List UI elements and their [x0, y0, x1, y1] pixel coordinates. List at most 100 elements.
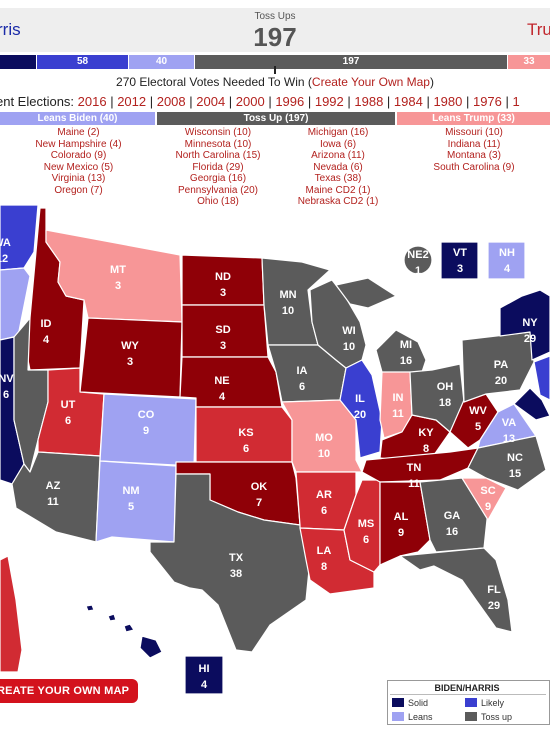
- state-ne2[interactable]: [403, 245, 433, 275]
- state-tx[interactable]: [149, 473, 311, 653]
- state-ev-hi: 4: [201, 679, 208, 691]
- create-your-own-map-button[interactable]: CREATE YOUR OWN MAP: [0, 679, 138, 703]
- state-ny[interactable]: [499, 289, 550, 361]
- state-list-item[interactable]: Texas (38): [314, 173, 362, 184]
- state-ev-ga: 16: [446, 526, 458, 538]
- state-list-item[interactable]: Iowa (6): [319, 138, 357, 150]
- state-list-item[interactable]: Georgia (16): [189, 173, 247, 184]
- bar-solid-biden: [0, 55, 36, 69]
- state-ev-ar: 6: [321, 505, 327, 517]
- recent-elections-label: ent Elections:: [0, 94, 78, 109]
- election-year-2000[interactable]: 2000: [235, 94, 265, 109]
- election-year-2004[interactable]: 2004: [196, 94, 226, 109]
- state-list-item[interactable]: Missouri (10): [445, 127, 503, 138]
- trump-label: Tru: [527, 20, 550, 39]
- state-va[interactable]: [477, 403, 537, 449]
- leans-trump-header[interactable]: Leans Trump (33): [397, 112, 550, 125]
- state-list-item[interactable]: Maine (2): [57, 127, 100, 138]
- state-list-item[interactable]: Pennsylvania (20): [177, 184, 259, 196]
- create-map-link[interactable]: Create Your Own Map: [311, 75, 430, 89]
- state-sc[interactable]: [461, 477, 507, 521]
- state-ev-in: 11: [392, 408, 404, 420]
- state-md[interactable]: [513, 387, 550, 421]
- state-list-item[interactable]: Florida (29): [192, 161, 244, 173]
- state-label-wy: WY: [121, 340, 139, 352]
- state-list-item[interactable]: Nevada (6): [313, 161, 363, 173]
- state-vt[interactable]: [440, 241, 479, 280]
- state-list-item[interactable]: South Carolina (9): [433, 161, 515, 173]
- state-ev-ut: 6: [65, 415, 71, 427]
- election-year-2012[interactable]: 2012: [117, 94, 147, 109]
- state-ev-ks: 6: [243, 443, 249, 455]
- state-label-ky: KY: [418, 427, 434, 439]
- state-list-item[interactable]: Virginia (13): [51, 173, 106, 184]
- state-ak[interactable]: [0, 555, 23, 673]
- state-list-item[interactable]: Oregon (7): [54, 184, 103, 196]
- tossup-header[interactable]: Toss Up (197): [157, 112, 395, 125]
- state-label-nc: NC: [507, 452, 523, 464]
- state-ev-wa: 12: [0, 253, 8, 265]
- tossup-list-a: Wisconsin (10) Minnesota (10) North Caroli…: [159, 127, 277, 208]
- state-list-item[interactable]: New Hampshire (4): [35, 138, 122, 150]
- state-list-item[interactable]: Maine CD2 (1): [305, 184, 371, 196]
- leans-biden-header[interactable]: Leans Biden (40): [0, 112, 155, 125]
- state-ev-nc: 15: [509, 468, 521, 480]
- state-il[interactable]: [339, 359, 383, 459]
- state-list-item[interactable]: Michigan (16): [307, 127, 369, 138]
- tossups-label: Toss Ups: [254, 11, 296, 22]
- state-list-item[interactable]: Arizona (11): [311, 150, 365, 161]
- state-list-item[interactable]: Ohio (18): [197, 196, 239, 207]
- state-mi-upper[interactable]: [335, 277, 397, 309]
- election-year-2016[interactable]: 2016: [77, 94, 107, 109]
- state-label-mo: MO: [315, 432, 333, 444]
- state-list-item[interactable]: Montana (3): [447, 150, 501, 161]
- state-nh[interactable]: [487, 241, 526, 280]
- state-list-item[interactable]: Colorado (9): [50, 150, 107, 161]
- state-ev-co: 9: [143, 425, 149, 437]
- state-label-mt: MT: [110, 264, 126, 276]
- state-label-sd: SD: [215, 324, 230, 336]
- legend-tossup-swatch: [465, 712, 477, 721]
- state-nj[interactable]: [533, 355, 550, 401]
- state-ev-wv: 5: [475, 421, 481, 433]
- state-mt[interactable]: [45, 229, 183, 323]
- state-list-item[interactable]: New Mexico (5): [43, 161, 114, 173]
- recent-elections-years: 2016 | 2012 | 2008 | 2004 | 2000 | 1996 …: [77, 94, 520, 109]
- legend-leans-swatch: [392, 712, 404, 721]
- state-label-pa: PA: [494, 359, 509, 371]
- state-label-id: ID: [41, 318, 52, 330]
- election-year-1976[interactable]: 1976: [472, 94, 502, 109]
- state-label-ks: KS: [238, 427, 253, 439]
- state-label-in: IN: [393, 392, 404, 404]
- election-year-1980[interactable]: 1980: [433, 94, 463, 109]
- state-ev-sc: 9: [485, 501, 491, 513]
- state-list-item[interactable]: Nebraska CD2 (1): [297, 196, 379, 207]
- state-label-mi: MI: [400, 339, 412, 351]
- election-year-1996[interactable]: 1996: [275, 94, 305, 109]
- state-nm[interactable]: [95, 460, 177, 543]
- state-ev-il: 20: [354, 409, 366, 421]
- state-hi-islands[interactable]: [85, 604, 163, 659]
- state-ev-mo: 10: [318, 448, 330, 460]
- state-label-ar: AR: [316, 489, 332, 501]
- election-year-1988[interactable]: 1988: [354, 94, 384, 109]
- election-year-1984[interactable]: 1984: [393, 94, 423, 109]
- state-label-mn: MN: [279, 289, 296, 301]
- state-hi[interactable]: [184, 655, 224, 695]
- election-year-1[interactable]: 1: [512, 94, 520, 109]
- election-year-2008[interactable]: 2008: [156, 94, 186, 109]
- state-label-ok: OK: [251, 481, 268, 493]
- state-or[interactable]: [0, 267, 31, 341]
- state-list-item[interactable]: Indiana (11): [447, 138, 501, 150]
- election-year-1992[interactable]: 1992: [314, 94, 344, 109]
- state-label-co: CO: [138, 409, 155, 421]
- tossup-list-b: Michigan (16) Iowa (6) Arizona (11) Nevada …: [278, 127, 398, 208]
- state-list-item[interactable]: Wisconsin (10): [184, 127, 252, 138]
- state-list-item[interactable]: Minnesota (10): [184, 138, 252, 150]
- state-wa[interactable]: [0, 204, 39, 271]
- state-label-nv: NV: [0, 373, 14, 385]
- state-list-item[interactable]: North Carolina (15): [175, 150, 261, 161]
- tossups-count: 197: [253, 22, 297, 52]
- state-fl[interactable]: [399, 547, 513, 633]
